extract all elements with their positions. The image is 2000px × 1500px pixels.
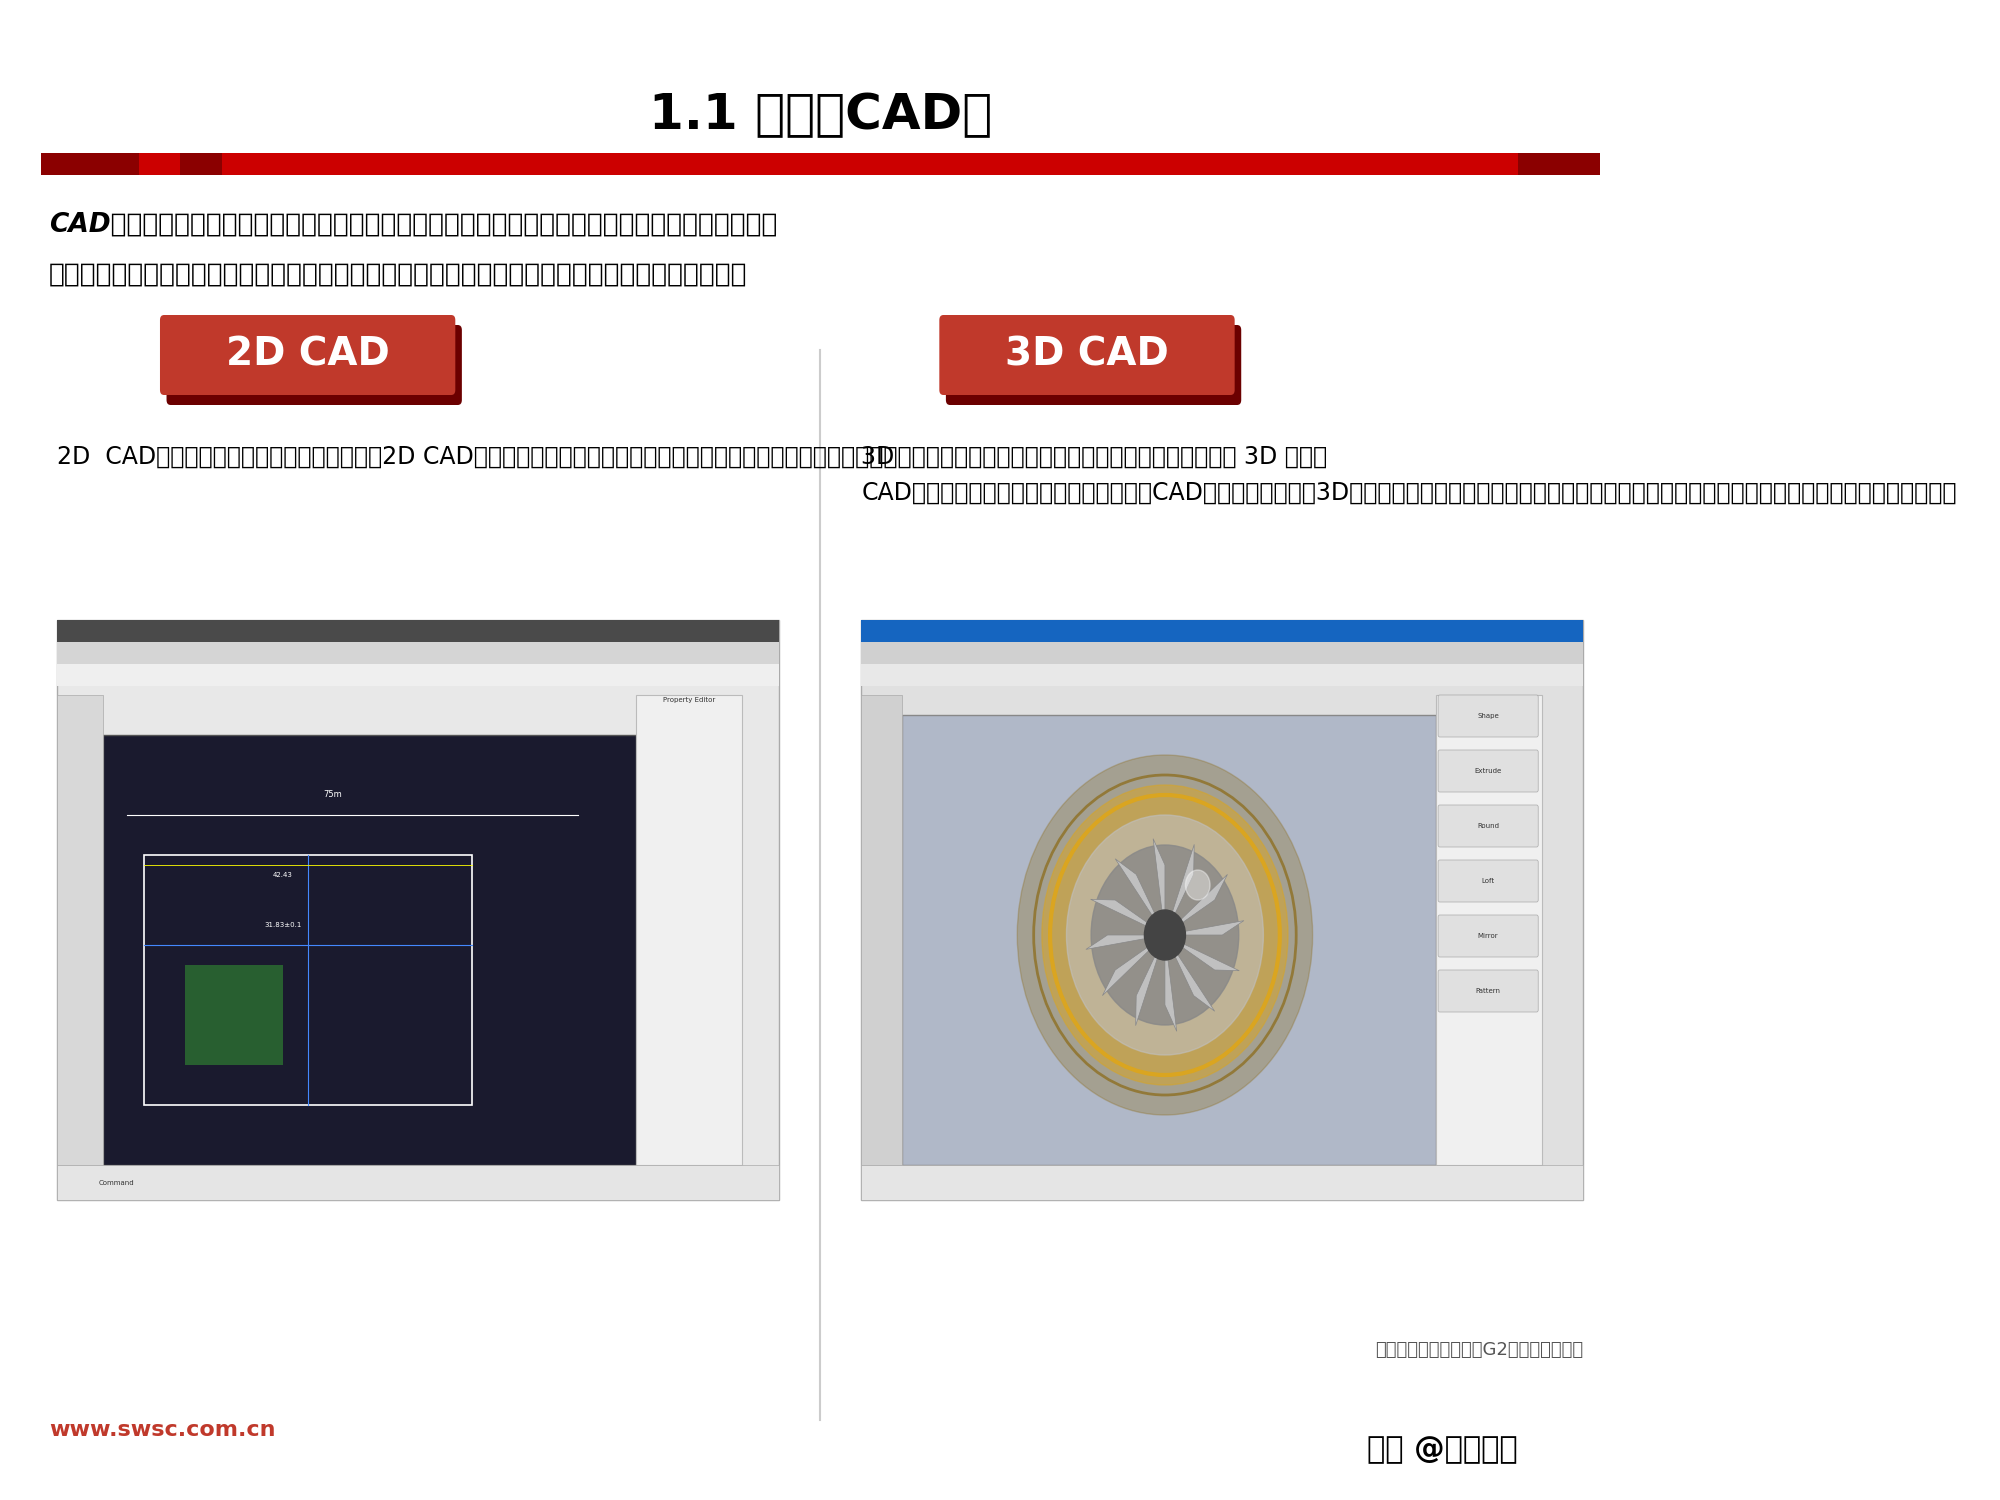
Text: Round: Round [1478, 824, 1500, 830]
Text: 31.83±0.1: 31.83±0.1 [264, 922, 302, 928]
FancyBboxPatch shape [1438, 970, 1538, 1012]
FancyBboxPatch shape [42, 153, 1600, 176]
Circle shape [1042, 784, 1288, 1084]
FancyBboxPatch shape [1438, 806, 1538, 847]
Polygon shape [1116, 859, 1164, 934]
FancyBboxPatch shape [1438, 859, 1538, 901]
Text: www.swsc.com.cn: www.swsc.com.cn [50, 1420, 276, 1440]
Polygon shape [1164, 934, 1240, 970]
Text: Property Editor: Property Editor [662, 698, 716, 703]
Text: Mirror: Mirror [1478, 933, 1498, 939]
FancyBboxPatch shape [160, 315, 456, 394]
Circle shape [1092, 844, 1238, 1024]
Text: 3D  CAD提供了一个设计三维对象的平台。这类CAD软件的主要特点是3D实体建模。这让设计师可以创建具有长度、宽度和高度的对象，从而实现更准确的缩放和可视化。: 3D CAD提供了一个设计三维对象的平台。这类CAD软件的主要特点是3D实体建模… [862, 446, 1956, 504]
Polygon shape [1164, 934, 1176, 1032]
FancyBboxPatch shape [862, 1166, 1584, 1200]
FancyBboxPatch shape [862, 620, 1584, 642]
FancyBboxPatch shape [1438, 915, 1538, 957]
FancyBboxPatch shape [184, 964, 284, 1065]
FancyBboxPatch shape [940, 315, 1234, 394]
FancyBboxPatch shape [1438, 694, 1538, 736]
Polygon shape [1164, 844, 1194, 934]
FancyBboxPatch shape [58, 620, 780, 1200]
Circle shape [1144, 910, 1186, 960]
FancyBboxPatch shape [636, 694, 742, 1166]
FancyBboxPatch shape [58, 642, 780, 664]
FancyBboxPatch shape [1518, 153, 1600, 176]
FancyBboxPatch shape [166, 326, 462, 405]
Polygon shape [1164, 874, 1228, 934]
Polygon shape [1102, 934, 1164, 996]
FancyBboxPatch shape [946, 326, 1242, 405]
Text: Shape: Shape [1478, 712, 1500, 718]
FancyBboxPatch shape [102, 735, 636, 1166]
Text: 42.43: 42.43 [274, 871, 292, 877]
FancyBboxPatch shape [58, 1166, 780, 1200]
Text: Command: Command [98, 1180, 134, 1186]
FancyBboxPatch shape [58, 694, 102, 1166]
Text: Extrude: Extrude [1474, 768, 1502, 774]
FancyBboxPatch shape [180, 153, 222, 176]
Text: 作的交互式制图系统，其处于产业链的上游位置，主要应用于建筑业和汽车制造、通用机械等制造业: 作的交互式制图系统，其处于产业链的上游位置，主要应用于建筑业和汽车制造、通用机械… [50, 262, 748, 288]
Polygon shape [1136, 934, 1164, 1026]
Text: CAD，即计算机辅助设计，是一种可以在工程设计和产品设计中，进行计算、信息存储和制图等项工: CAD，即计算机辅助设计，是一种可以在工程设计和产品设计中，进行计算、信息存储和… [50, 211, 778, 238]
Polygon shape [1164, 934, 1214, 1011]
FancyBboxPatch shape [862, 664, 1584, 686]
Polygon shape [1086, 934, 1164, 950]
Text: 数据来源：艾瑞咨询，G2，西南证券整理: 数据来源：艾瑞咨询，G2，西南证券整理 [1376, 1341, 1584, 1359]
Text: 75m: 75m [322, 790, 342, 800]
FancyBboxPatch shape [1436, 694, 1542, 1166]
Polygon shape [1154, 839, 1164, 934]
FancyBboxPatch shape [902, 716, 1436, 1166]
FancyBboxPatch shape [42, 153, 140, 176]
FancyBboxPatch shape [1438, 750, 1538, 792]
Text: Pattern: Pattern [1476, 988, 1500, 994]
Circle shape [1186, 870, 1210, 900]
FancyBboxPatch shape [862, 694, 902, 1166]
Text: 3D CAD: 3D CAD [1006, 336, 1168, 374]
Text: 2D CAD: 2D CAD [226, 336, 390, 374]
Circle shape [1066, 815, 1264, 1054]
FancyBboxPatch shape [862, 620, 1584, 1200]
FancyBboxPatch shape [58, 620, 780, 642]
Circle shape [1018, 754, 1312, 1114]
Polygon shape [1090, 900, 1164, 934]
Text: 1.1 什么是CAD？: 1.1 什么是CAD？ [648, 92, 992, 140]
Polygon shape [1164, 921, 1244, 934]
Text: 头条 @未来智库: 头条 @未来智库 [1368, 1436, 1518, 1464]
FancyBboxPatch shape [58, 664, 780, 686]
Text: 2D  CAD软件提供了一个二维设计平台。由于2D CAD不允许创建透视图或比例，因此通常用于绘图、草图和草图概念设计，这为用户提供了尺寸和比例的基本概览，然后: 2D CAD软件提供了一个二维设计平台。由于2D CAD不允许创建透视图或比例，… [58, 446, 1328, 470]
Text: Loft: Loft [1482, 878, 1494, 884]
FancyBboxPatch shape [862, 642, 1584, 664]
